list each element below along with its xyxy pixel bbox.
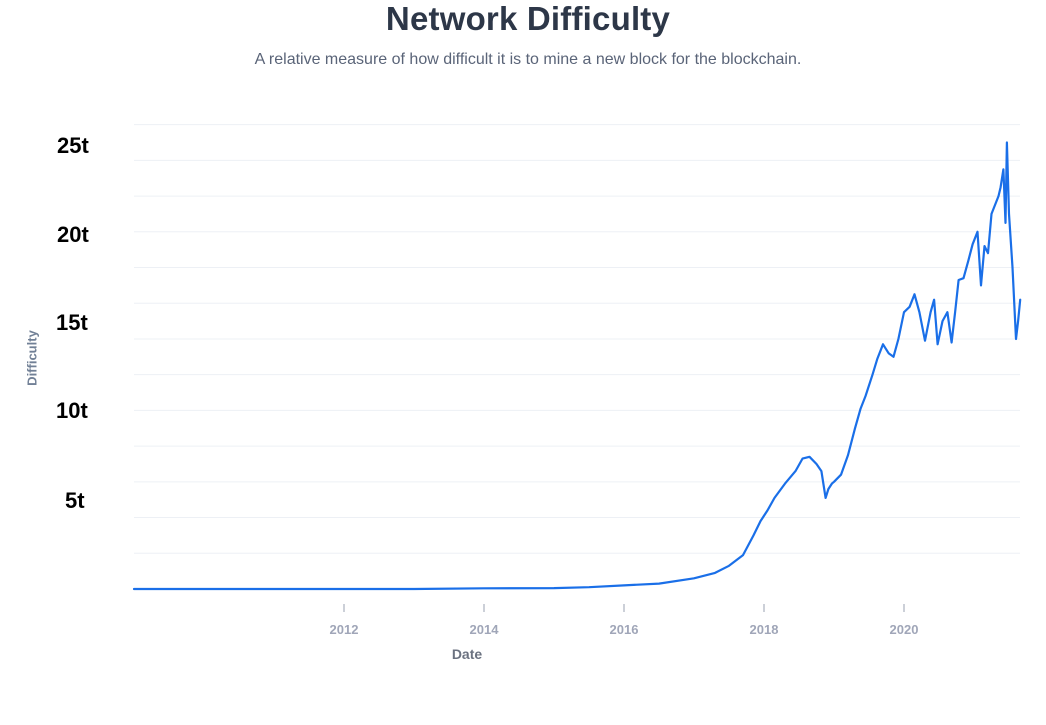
- difficulty-line: [132, 141, 1022, 591]
- x-tick-2018: 2018: [749, 622, 779, 637]
- y-tick-20t: 20t: [57, 222, 89, 247]
- y-tick-15t: 15t: [56, 310, 88, 335]
- chart-title: Network Difficulty: [385, 0, 671, 37]
- gridlines: [134, 124, 1020, 554]
- x-tick-2016: 2016: [609, 622, 639, 637]
- chart-subtitle: A relative measure of how difficult it i…: [254, 51, 802, 68]
- y-tick-5t: 5t: [65, 488, 85, 513]
- x-tick-2020: 2020: [889, 622, 919, 637]
- y-axis-label: Difficulty: [24, 330, 40, 386]
- y-tick-25t: 25t: [57, 133, 89, 158]
- x-axis-label: Date: [451, 646, 483, 662]
- y-tick-10t: 10t: [56, 398, 88, 423]
- x-tick-2012: 2012: [329, 622, 359, 637]
- x-axis-ticks: [343, 604, 905, 612]
- x-tick-2014: 2014: [469, 622, 499, 637]
